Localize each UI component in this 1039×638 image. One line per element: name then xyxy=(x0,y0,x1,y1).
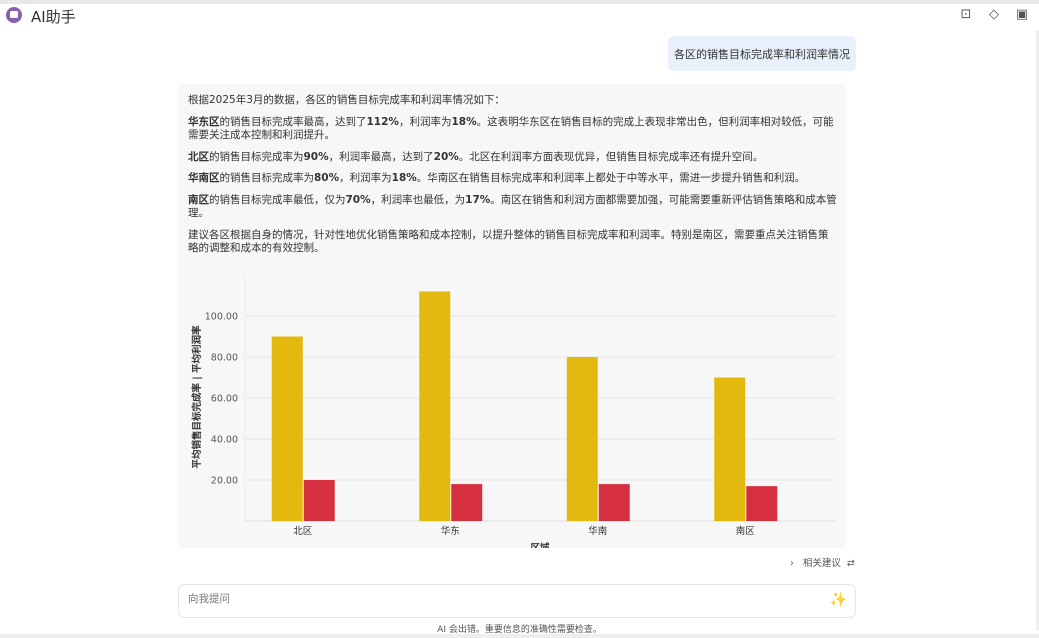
bar-profit-rate xyxy=(451,484,483,521)
y-axis-label: 平均销售目标完成率 | 平均利润率 xyxy=(191,325,203,469)
bar-target-completion xyxy=(566,357,598,521)
text-segment: 南区 xyxy=(188,193,209,206)
chat-input[interactable] xyxy=(188,593,788,605)
answer-paragraph: 华东区的销售目标完成率最高，达到了112%，利润率为18%。这表明华东区在销售目… xyxy=(188,116,838,143)
bar-target-completion xyxy=(714,377,746,521)
text-segment: 华东区 xyxy=(188,115,220,128)
x-tick-label: 华南 xyxy=(588,525,607,537)
answer-paragraph: 华南区的销售目标完成率为80%，利润率为18%。华南区在销售目标完成率和利润率上… xyxy=(188,172,838,186)
answer-text: 根据2025年3月的数据，各区的销售目标完成率和利润率情况如下： 华东区的销售目… xyxy=(188,94,838,264)
text-segment: 的销售目标完成率最高，达到了 xyxy=(219,115,367,128)
text-segment: 的销售目标完成率为 xyxy=(219,172,315,184)
answer-paragraph: 北区的销售目标完成率为90%，利润率最高，达到了20%。北区在利润率方面表现优异… xyxy=(188,151,838,165)
y-tick-label: 60.00 xyxy=(211,394,238,405)
bottom-bar xyxy=(0,634,1039,638)
bar-target-completion xyxy=(419,291,451,521)
text-segment: 的销售目标完成率最低，仅为 xyxy=(209,193,346,206)
chat-input-box[interactable]: ✨ xyxy=(178,584,856,618)
text-segment: 。这表明华东区在销售目标的完成上表现非常出色，但利润率相对较低，可能需要关注成本… xyxy=(188,115,834,142)
feedback-icon[interactable]: ⊡ xyxy=(960,7,972,22)
text-segment: ，利润率为 xyxy=(339,172,392,184)
refresh-icon[interactable]: ⇄ xyxy=(846,558,855,569)
text-segment: 北区 xyxy=(188,150,209,163)
related-label: 相关建议 xyxy=(802,558,841,569)
user-message: 各区的销售目标完成率和利润率情况 xyxy=(668,36,856,71)
x-axis-label: 区域 xyxy=(530,542,550,548)
camera-icon[interactable]: ▣ xyxy=(1015,7,1029,22)
text-segment: 。华南区在销售目标完成率和利润率上都处于中等水平，需进一步提升销售和利润。 xyxy=(416,172,806,184)
disclaimer: AI 会出错。重要信息的准确性需要检查。 xyxy=(437,625,602,635)
bar-profit-rate xyxy=(303,480,335,521)
text-segment: 20% xyxy=(433,150,459,163)
assistant-answer: 根据2025年3月的数据，各区的销售目标完成率和利润率情况如下： 华东区的销售目… xyxy=(178,84,846,548)
text-segment: 。北区在利润率方面表现优异，但销售目标完成率还有提升空间。 xyxy=(458,150,764,163)
top-border xyxy=(0,0,1039,4)
scrollbar[interactable] xyxy=(1036,30,1039,630)
app-logo-icon xyxy=(6,7,22,23)
x-tick-label: 华东 xyxy=(441,525,460,537)
y-tick-label: 100.00 xyxy=(205,312,238,323)
text-segment: 18% xyxy=(391,172,417,184)
bar-chart: 20.00 40.00 60.00 80.00 100.00 北区 华东 华南 南区 平均销售目标… xyxy=(191,274,835,548)
text-segment: 华南区 xyxy=(188,172,220,184)
answer-intro: 根据2025年3月的数据，各区的销售目标完成率和利润率情况如下： xyxy=(188,94,505,106)
magic-wand-icon[interactable]: ✨ xyxy=(829,592,847,608)
eraser-icon[interactable]: ◇ xyxy=(989,7,999,22)
text-segment: ，利润率最高，达到了 xyxy=(328,150,434,163)
y-tick-label: 20.00 xyxy=(211,476,238,487)
text-segment: 。南区在销售和利润方面都需要加强，可能需要重新评估销售策略和成本管理。 xyxy=(188,193,837,220)
y-tick-label: 80.00 xyxy=(211,353,238,364)
related-suggestions-button[interactable]: › 相关建议 ⇄ xyxy=(790,558,855,569)
x-tick-label: 北区 xyxy=(293,526,313,537)
text-segment: ，利润率也最低，为 xyxy=(370,193,466,206)
text-segment: ，利润率为 xyxy=(398,115,452,128)
x-tick-label: 南区 xyxy=(736,525,756,537)
y-tick-label: 40.00 xyxy=(211,435,238,446)
text-segment: 70% xyxy=(345,193,371,206)
bar-profit-rate xyxy=(746,486,778,521)
text-segment: 17% xyxy=(465,193,491,206)
app-title: AI助手 xyxy=(31,8,76,26)
text-segment: 112% xyxy=(366,115,399,128)
text-segment: 90% xyxy=(303,150,329,163)
bar-target-completion xyxy=(271,336,303,521)
answer-paragraph: 南区的销售目标完成率最低，仅为70%，利润率也最低，为17%。南区在销售和利润方… xyxy=(188,194,838,221)
text-segment: 18% xyxy=(451,115,477,128)
text-segment: 80% xyxy=(314,172,340,184)
text-segment: 的销售目标完成率为 xyxy=(209,150,304,163)
answer-conclusion: 建议各区根据自身的情况，针对性地优化销售策略和成本控制，以提升整体的销售目标完成… xyxy=(188,228,829,255)
bar-profit-rate xyxy=(598,484,630,521)
